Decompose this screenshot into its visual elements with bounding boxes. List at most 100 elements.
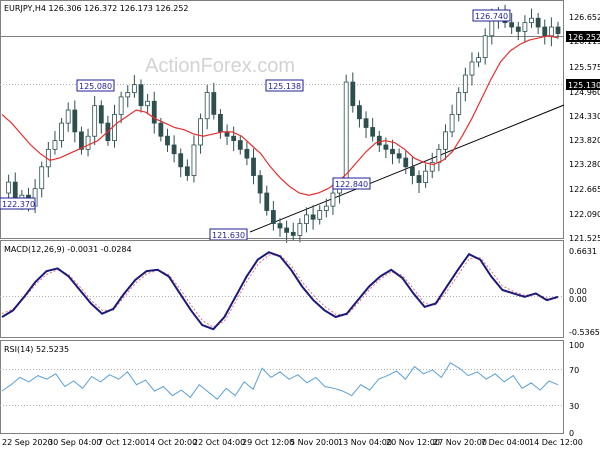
candle-body <box>409 166 415 176</box>
time-tick: 22 Oct 04:00 <box>193 438 245 447</box>
candle-body <box>403 157 409 168</box>
macd-tick: -0.5365 <box>569 328 600 337</box>
price-tick: 124.330 <box>569 112 600 121</box>
candle-body <box>548 26 554 37</box>
candle-body <box>112 113 117 142</box>
time-tick: 20 Nov 12:00 <box>386 438 440 447</box>
candle-body <box>52 140 58 150</box>
candle-body <box>304 214 309 225</box>
time-tick: 29 Oct 12:00 <box>242 438 294 447</box>
candle-body <box>310 214 316 220</box>
candle-body <box>469 61 475 76</box>
candle-body <box>270 210 276 225</box>
macd-panel-header: MACD(12,26,9) -0.0031 -0.0284 <box>4 245 132 254</box>
candle-body <box>125 92 131 98</box>
candles-group <box>6 4 561 243</box>
candle-body <box>178 153 184 168</box>
candle-body <box>264 192 270 211</box>
price-tick: 121.525 <box>569 234 600 243</box>
time-tick: 14 Dec 12:00 <box>529 438 583 447</box>
label-125138: 125.138 <box>265 79 304 92</box>
candle-body <box>462 74 468 93</box>
time-tick: 13 Nov 04:00 <box>338 438 392 447</box>
rsi-line <box>1 362 559 400</box>
candle-body <box>251 157 256 176</box>
svg-text:126.252: 126.252 <box>568 33 600 42</box>
candle-body <box>330 192 336 207</box>
candle-body <box>131 84 137 93</box>
time-tick: 27 Nov 20:00 <box>433 438 487 447</box>
price-tick: 124.960 <box>569 88 600 97</box>
price-tick: 126.652 <box>569 13 600 22</box>
candle-body <box>376 135 382 146</box>
candle-body <box>423 170 429 183</box>
time-tick: 30 Sep 04:00 <box>48 438 101 447</box>
candle-body <box>343 81 349 185</box>
macd-panel-frame <box>0 240 564 338</box>
candle-body <box>145 100 151 107</box>
label-121630: 121.630 <box>209 228 248 241</box>
candle-body <box>515 26 521 32</box>
svg-text:122.370: 122.370 <box>2 200 35 209</box>
current-price-tag: 126.252 <box>566 31 600 42</box>
candle-body <box>191 144 197 176</box>
rsi-panel-header: RSI(14) 52.5235 <box>4 345 69 354</box>
macd-tick: 0.00 <box>569 295 587 304</box>
svg-text:126.740: 126.740 <box>475 12 508 21</box>
price-tick: 125.575 <box>569 63 600 72</box>
candle-body <box>555 26 561 34</box>
candle-body <box>39 166 45 190</box>
candle-body <box>198 118 203 146</box>
candle-body <box>509 22 515 28</box>
candle-body <box>204 92 210 120</box>
candle-body <box>165 135 170 146</box>
candle-body <box>211 92 217 115</box>
candle-body <box>257 175 263 194</box>
candle-body <box>138 84 144 107</box>
candle-body <box>65 109 71 124</box>
svg-text:125.130: 125.130 <box>568 81 600 90</box>
time-tick: 5 Nov 20:00 <box>290 438 339 447</box>
candle-body <box>151 100 157 124</box>
label-122370: 122.370 <box>0 197 36 210</box>
candle-body <box>429 162 435 172</box>
candle-body <box>98 105 104 124</box>
candle-body <box>158 122 164 137</box>
candle-body <box>59 122 64 142</box>
price-tick: 123.280 <box>569 160 600 169</box>
macd-line <box>1 251 559 331</box>
rsi-tick: 70 <box>569 366 579 375</box>
candle-body <box>449 113 455 133</box>
rsi-tick: 30 <box>569 402 579 411</box>
svg-text:125.138: 125.138 <box>268 82 301 91</box>
label-125080: 125.080 <box>76 79 115 92</box>
macd-tick: 0.00 <box>569 287 587 296</box>
candle-body <box>297 223 303 236</box>
trendline <box>249 104 565 233</box>
candle-body <box>284 227 290 233</box>
svg-text:125.080: 125.080 <box>79 82 112 91</box>
candle-body <box>6 181 12 194</box>
candle-body <box>323 205 329 211</box>
resistance-price-tag: 125.130 <box>566 79 600 90</box>
candle-body <box>535 17 541 28</box>
candle-body <box>12 181 18 200</box>
candle-body <box>522 22 528 32</box>
price-axis: 126.652 126.115 125.575 124.960 124.330 … <box>569 13 600 243</box>
price-panel-header: EURJPY,H4 126.306 126.372 126.173 126.25… <box>4 4 189 13</box>
candle-body <box>482 35 488 58</box>
candle-body <box>244 148 250 159</box>
candle-body <box>370 127 376 137</box>
label-122840: 122.840 <box>332 177 371 190</box>
candle-body <box>456 92 462 115</box>
ma-line <box>1 35 559 196</box>
candle-body <box>277 223 283 229</box>
candle-body <box>357 105 362 120</box>
candle-body <box>363 118 369 128</box>
candle-body <box>85 135 91 150</box>
price-tick: 123.820 <box>569 136 600 145</box>
time-tick: 14 Oct 20:00 <box>145 438 197 447</box>
candle-body <box>79 131 84 150</box>
candle-body <box>237 140 243 150</box>
